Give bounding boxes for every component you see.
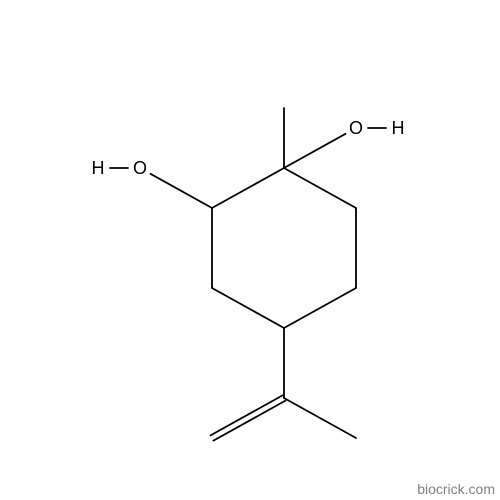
atom-label-h2: H <box>92 159 105 177</box>
atom-label-h1: H <box>392 119 405 137</box>
bond-layer <box>0 0 500 500</box>
atom-label-o1: O <box>349 119 363 137</box>
watermark: biocrick.com <box>417 481 495 497</box>
atom-label-o2: O <box>133 159 147 177</box>
molecule-canvas: O H O Hbiocrick.com <box>0 0 500 500</box>
